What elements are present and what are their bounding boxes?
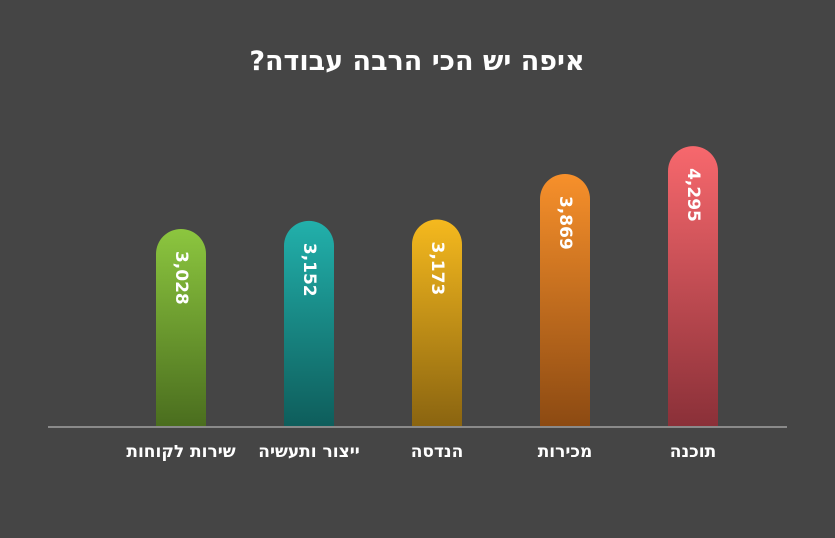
bar-value-label: 3,028 [171,251,191,305]
bar-1 [668,146,718,427]
bars-group: 4,295 3,869 3,173 3,152 3,028 [156,146,718,427]
category-label: תוכנה [670,442,716,462]
bar-value-label: 3,152 [299,243,319,297]
chart-title: איפה יש הכי הרבה עבודה? [249,46,584,77]
bar-value-label: 3,869 [555,196,575,250]
bar-4 [284,220,334,427]
bar-3 [412,219,462,427]
category-label: שירות לקוחות [126,442,235,462]
category-label: מכירות [538,442,593,462]
bar-value-label: 3,173 [427,241,447,295]
category-label: הנדסה [411,442,464,462]
category-labels: תוכנה מכירות הנדסה ייצור ותעשיה שירות לקוחות [126,442,716,462]
bar-value-label: 4,295 [683,168,703,222]
bar-2 [540,173,590,427]
bar-5 [156,228,206,427]
category-label: ייצור ותעשיה [258,442,359,462]
